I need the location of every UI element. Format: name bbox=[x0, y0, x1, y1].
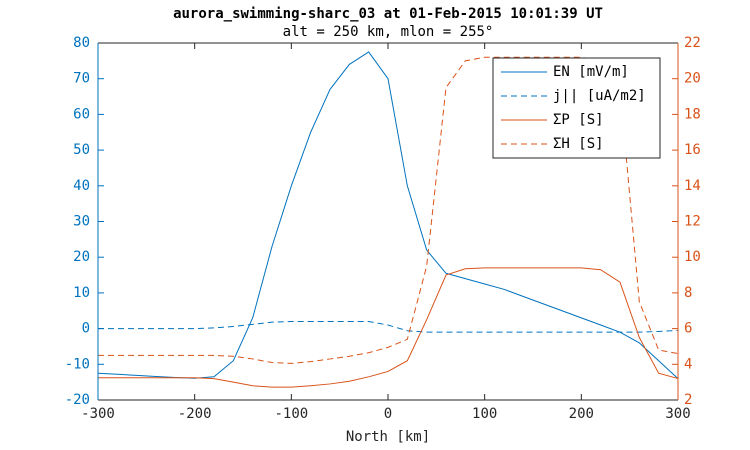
series-line bbox=[98, 320, 679, 333]
y-tick-label: -10 bbox=[65, 356, 90, 372]
y2-tick-label: 12 bbox=[684, 214, 701, 230]
chart-title: aurora_swimming-sharc_03 at 01-Feb-2015 … bbox=[173, 6, 603, 22]
y2-tick-label: 22 bbox=[684, 35, 701, 51]
legend-label: j|| [uA/m2] bbox=[553, 88, 646, 104]
y2-tick-label: 2 bbox=[684, 392, 692, 408]
x-tick-label: 100 bbox=[472, 406, 497, 422]
x-axis-label: North [km] bbox=[346, 429, 430, 445]
y2-tick-label: 6 bbox=[684, 321, 692, 337]
y-tick-label: 10 bbox=[73, 285, 90, 301]
x-tick-label: 300 bbox=[665, 406, 690, 422]
x-tick-label: -100 bbox=[274, 406, 308, 422]
legend-label: ΣH [S] bbox=[553, 136, 604, 152]
y2-tick-label: 14 bbox=[684, 178, 701, 194]
y-tick-label: 80 bbox=[73, 35, 90, 51]
y-tick-label: 50 bbox=[73, 142, 90, 158]
y-tick-label: 60 bbox=[73, 106, 90, 122]
y-tick-label: 30 bbox=[73, 214, 90, 230]
y2-tick-label: 20 bbox=[684, 71, 701, 87]
y2-tick-label: 16 bbox=[684, 142, 701, 158]
x-tick-label: 0 bbox=[384, 406, 392, 422]
legend-label: ΣP [S] bbox=[553, 112, 604, 128]
series-line bbox=[98, 56, 679, 364]
legend-box bbox=[492, 57, 661, 159]
x-tick-label: -300 bbox=[81, 406, 115, 422]
chart-subtitle: alt = 250 km, mlon = 255° bbox=[283, 24, 494, 40]
y-tick-label: 40 bbox=[73, 178, 90, 194]
y2-tick-label: 4 bbox=[684, 356, 692, 372]
series-line bbox=[97, 51, 679, 379]
y-tick-label: -20 bbox=[65, 392, 90, 408]
series-line bbox=[98, 267, 679, 388]
legend-label: EN [mV/m] bbox=[553, 64, 629, 80]
x-tick-label: 200 bbox=[569, 406, 594, 422]
legend: EN [mV/m] j|| [uA/m2] ΣP [S] ΣH [S] bbox=[492, 57, 661, 159]
y2-tick-label: 8 bbox=[684, 285, 692, 301]
y-tick-label: 20 bbox=[73, 249, 90, 265]
y-tick-label: 70 bbox=[73, 71, 90, 87]
y2-tick-label: 18 bbox=[684, 106, 701, 122]
y2-tick-label: 10 bbox=[684, 249, 701, 265]
x-tick-label: -200 bbox=[178, 406, 212, 422]
y-tick-label: 0 bbox=[82, 321, 90, 337]
